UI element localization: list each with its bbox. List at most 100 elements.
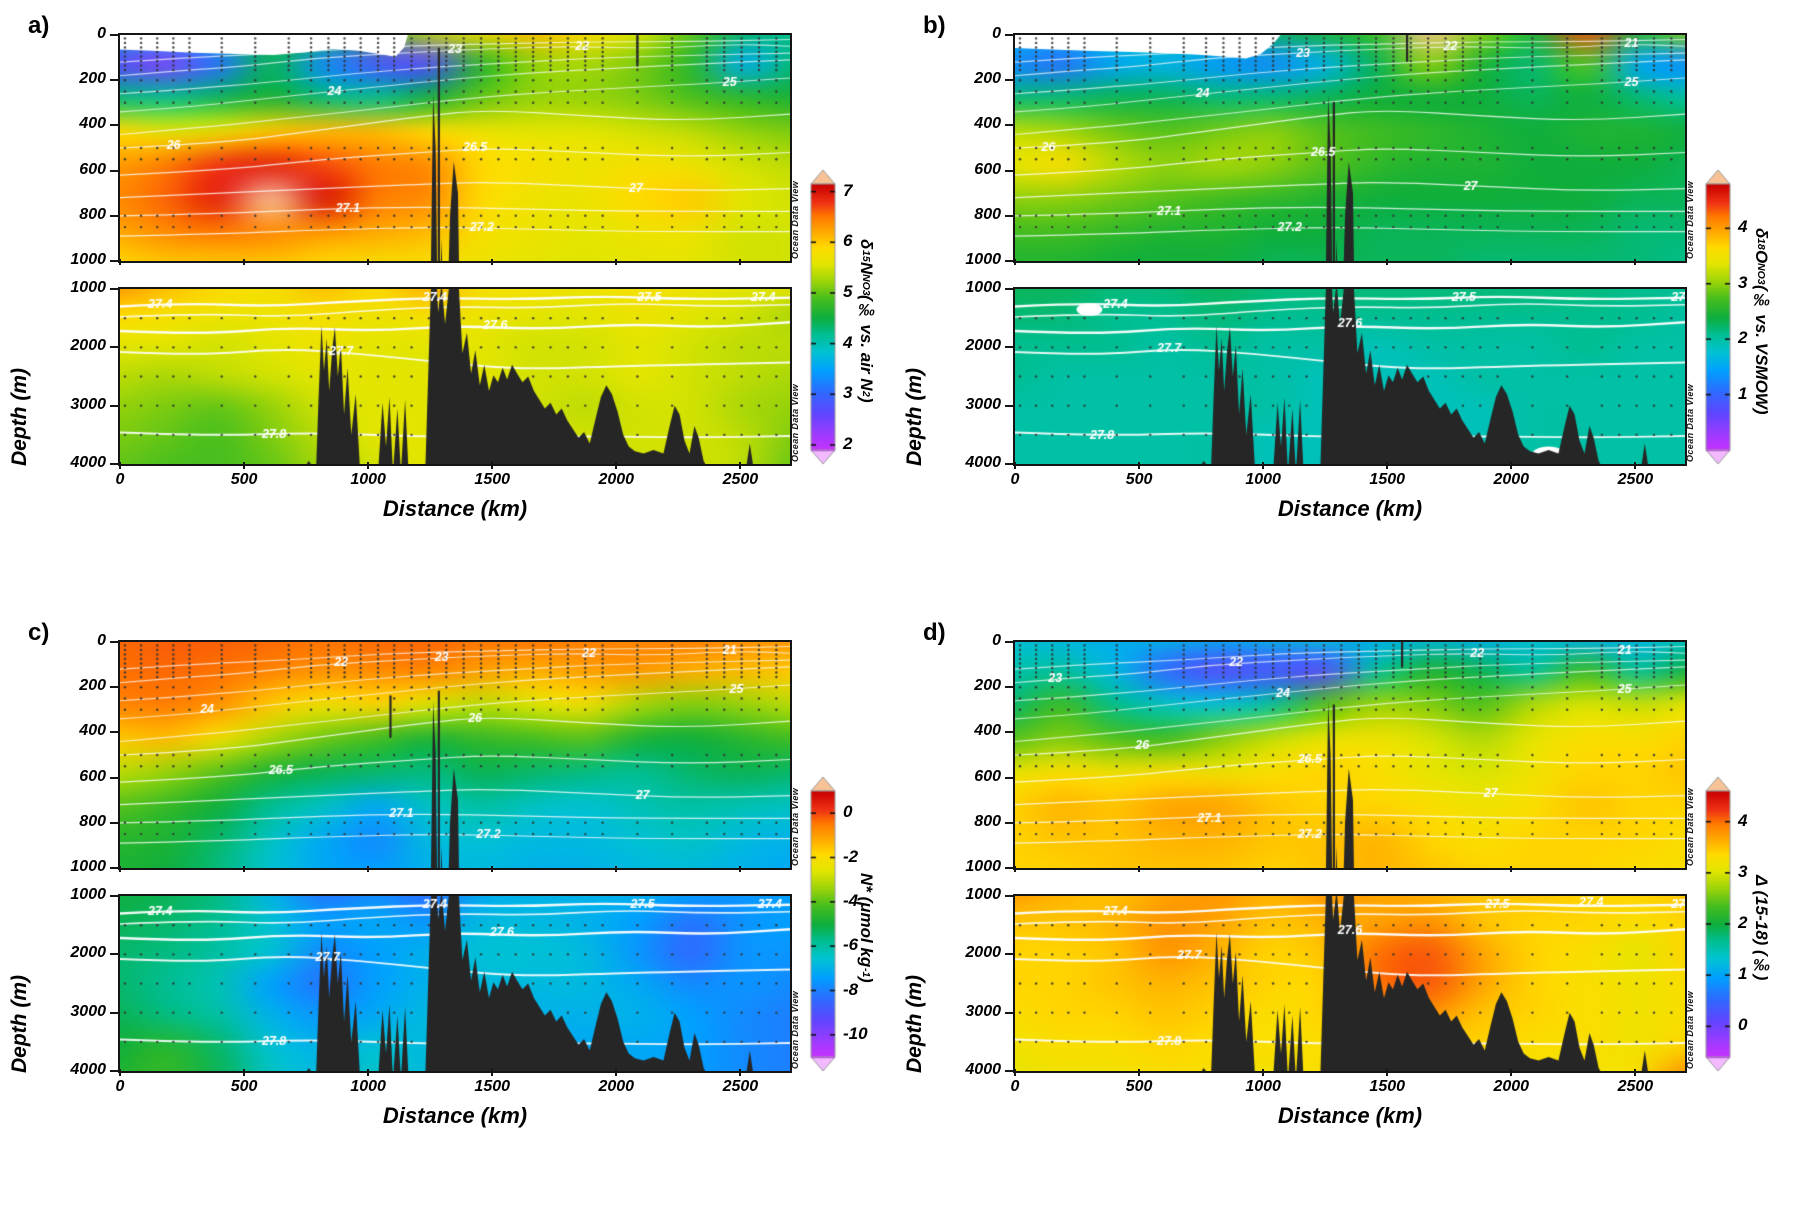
tick-mark [1386, 866, 1389, 872]
odv-watermark: Ocean Data View [790, 990, 800, 1069]
ytick-value: 0 [992, 25, 1001, 42]
xtick-value: 2500 [1617, 471, 1654, 488]
heatmap-upper-canvas [1015, 35, 1685, 261]
tick-mark [1386, 1069, 1389, 1076]
panel-letter: c) [28, 619, 50, 646]
tick-mark [1005, 953, 1013, 956]
cbtick-value: 1 [1738, 964, 1748, 984]
ytick-value: 1000 [70, 858, 106, 875]
colorbar [1696, 769, 1742, 1079]
cbtick-value: 5 [843, 281, 853, 301]
ytick-value: 3000 [70, 1002, 106, 1020]
xtick-value: 0 [1010, 1078, 1020, 1095]
tick-mark [1634, 1069, 1637, 1076]
y-axis-title: Depth (m) [8, 368, 31, 466]
cbtick-value: 2 [1738, 913, 1748, 932]
section-upper [1013, 640, 1687, 870]
tick-mark [1634, 866, 1637, 872]
x-axis-title: Distance (km) [1277, 496, 1423, 521]
tick-mark [1634, 462, 1637, 469]
tick-mark [110, 79, 118, 82]
tick-mark [110, 169, 118, 172]
section-lower [118, 894, 792, 1073]
ytick-value: 1000 [965, 279, 1001, 296]
tick-mark [367, 259, 370, 265]
xtick-value: 500 [1125, 1078, 1153, 1095]
panel-b: b) Depth (m) Distance (km) δ 18 O NO3 (‰ vs… [895, 6, 1795, 606]
tick-mark [110, 288, 118, 290]
tick-mark [1005, 34, 1013, 36]
tick-mark [1005, 1011, 1013, 1014]
tick-mark [110, 867, 118, 869]
tick-mark [367, 866, 370, 872]
odv-watermark: Ocean Data View [790, 180, 800, 259]
cbtick-value: -10 [843, 1023, 868, 1043]
colorbar-title: δ 15 N NO3 (‰ vs. air N 2) [857, 239, 876, 403]
xtick-value: 500 [1125, 471, 1153, 488]
tick-mark [110, 404, 118, 407]
ytick-value: 800 [974, 205, 1001, 223]
cbtick-value: 4 [843, 332, 853, 352]
odv-watermark: Ocean Data View [790, 787, 800, 866]
colorbar-title: N* (μmol kg -1) [857, 873, 876, 983]
heatmap-lower-canvas [1015, 896, 1685, 1071]
tick-mark [1510, 462, 1513, 469]
heatmap-lower-canvas [120, 289, 790, 464]
tick-mark [1005, 821, 1013, 824]
colorbar [1696, 162, 1742, 472]
xtick-value: 1000 [350, 471, 386, 488]
tick-mark [491, 1069, 494, 1076]
tick-mark [110, 214, 118, 217]
xtick-value: 2000 [1493, 471, 1530, 488]
tick-mark [1005, 731, 1013, 734]
ytick-value: 1000 [965, 886, 1001, 903]
ytick-value: 400 [974, 115, 1001, 133]
cbtick-value: 3 [1738, 272, 1748, 292]
ytick-value: 800 [79, 205, 106, 223]
xtick-value: 2000 [598, 471, 635, 488]
tick-mark [1005, 867, 1013, 869]
tick-mark [119, 1069, 121, 1076]
tick-mark [1005, 79, 1013, 82]
tick-mark [119, 259, 121, 265]
tick-mark [1138, 462, 1141, 469]
colorbar [801, 162, 847, 472]
panel-letter: b) [923, 12, 946, 39]
tick-mark [615, 259, 618, 265]
tick-mark [110, 686, 118, 689]
ytick-value: 4000 [70, 454, 106, 471]
tick-mark [110, 260, 118, 262]
y-axis-title: Depth (m) [903, 975, 926, 1073]
xtick-value: 1000 [1245, 1078, 1281, 1095]
ytick-value: 3000 [965, 1002, 1001, 1020]
y-axis-title: Depth (m) [903, 368, 926, 466]
colorbar [801, 769, 847, 1079]
tick-mark [110, 895, 118, 897]
ytick-value: 1000 [965, 251, 1001, 268]
section-lower [1013, 894, 1687, 1073]
tick-mark [1386, 259, 1389, 265]
section-upper [1013, 33, 1687, 263]
tick-mark [1014, 462, 1016, 469]
tick-mark [110, 641, 118, 643]
tick-mark [119, 462, 121, 469]
tick-mark [367, 1069, 370, 1076]
tick-mark [491, 462, 494, 469]
ytick-value: 2000 [70, 337, 106, 355]
tick-mark [1262, 462, 1265, 469]
ytick-value: 4000 [965, 1061, 1001, 1078]
x-axis-title: Distance (km) [382, 1103, 528, 1128]
odv-watermark: Ocean Data View [790, 383, 800, 462]
ytick-value: 3000 [965, 395, 1001, 413]
ytick-value: 600 [974, 767, 1001, 785]
tick-mark [243, 866, 246, 872]
tick-mark [1510, 259, 1513, 265]
ytick-value: 200 [79, 677, 106, 695]
tick-mark [1005, 346, 1013, 349]
ytick-value: 600 [79, 160, 106, 178]
tick-mark [119, 866, 121, 872]
panel-d: d) Depth (m) Distance (km) Δ (15-18) (‰)… [895, 613, 1795, 1213]
ytick-value: 400 [79, 722, 106, 740]
xtick-value: 2500 [1617, 1078, 1654, 1095]
